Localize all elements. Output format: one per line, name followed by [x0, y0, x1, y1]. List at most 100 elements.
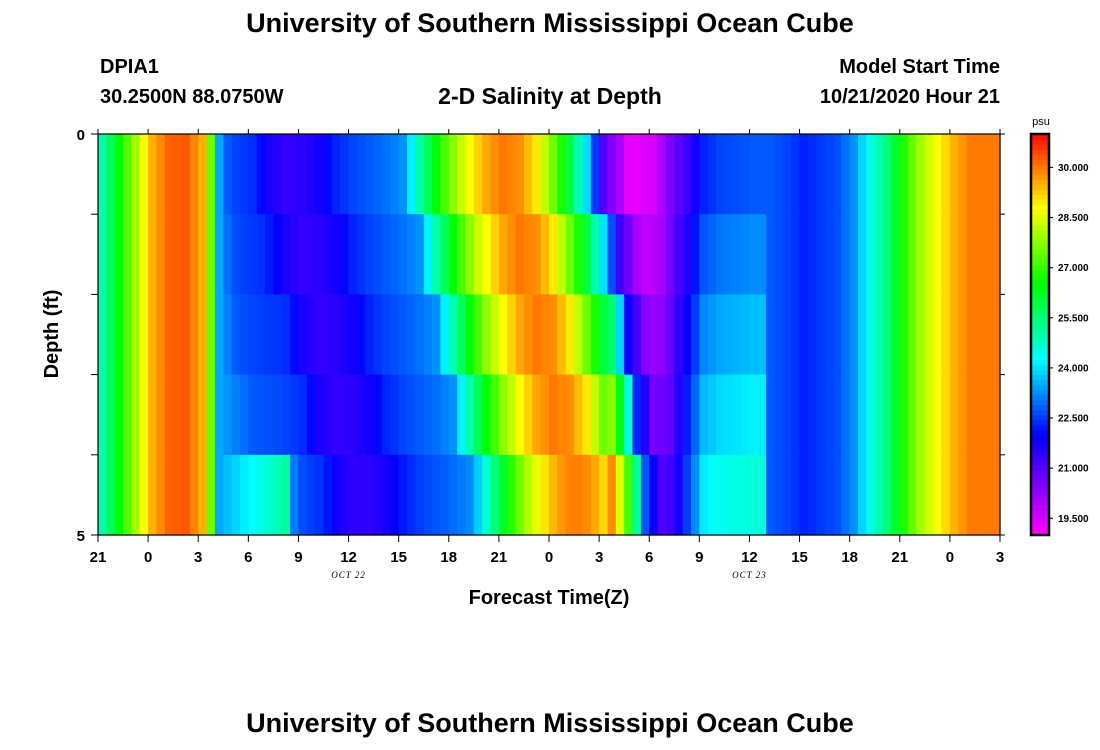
colorbar-swatch	[1031, 149, 1049, 155]
heatmap-cell	[231, 134, 241, 215]
heatmap-cell	[173, 134, 183, 215]
colorbar-swatch	[1031, 204, 1049, 210]
heatmap-cell	[265, 134, 274, 215]
heatmap-cell	[565, 214, 575, 295]
heatmap-cell	[732, 214, 742, 295]
heatmap-cell	[340, 294, 350, 376]
heatmap-cell	[448, 214, 458, 295]
heatmap-cell	[507, 214, 517, 295]
heatmap-cell	[331, 374, 341, 456]
heatmap-cell	[707, 374, 717, 456]
colorbar-swatch	[1031, 199, 1049, 205]
heatmap-cell	[858, 294, 867, 376]
heatmap-cell	[707, 214, 717, 295]
heatmap-cell	[799, 214, 809, 295]
heatmap-cell	[958, 454, 968, 536]
heatmap-cell	[340, 214, 350, 295]
heatmap-cell	[515, 134, 525, 215]
heatmap-cell	[807, 214, 817, 295]
heatmap-cell	[532, 134, 542, 215]
heatmap-cell	[223, 374, 233, 456]
heatmap-cell	[281, 214, 291, 295]
heatmap-cell	[899, 454, 909, 536]
heatmap-cell	[640, 374, 650, 456]
heatmap-cell	[114, 134, 124, 215]
heatmap-cell	[390, 214, 400, 295]
heatmap-cell	[256, 454, 266, 536]
heatmap-cell	[632, 374, 642, 456]
heatmap-cell	[432, 454, 442, 536]
heatmap-cell	[858, 454, 867, 536]
heatmap-cell	[465, 454, 475, 536]
heatmap-cell	[440, 134, 450, 215]
heatmap-cell	[590, 374, 600, 456]
heatmap-cell	[256, 214, 266, 295]
heatmap-cell	[858, 374, 867, 456]
colorbar-swatch	[1031, 439, 1049, 446]
heatmap-cell	[849, 294, 859, 376]
heatmap-cell	[457, 454, 467, 536]
colorbar-swatch	[1031, 209, 1049, 215]
heatmap-cell	[874, 214, 884, 295]
heatmap-cell	[574, 134, 584, 215]
heatmap-cell	[381, 454, 391, 536]
heatmap-cell	[916, 134, 926, 215]
heatmap-cell	[866, 454, 876, 536]
heatmap-cell	[807, 374, 817, 456]
heatmap-cell	[949, 374, 959, 456]
heatmap-cell	[974, 134, 984, 215]
x-tick-label: 21	[491, 549, 508, 566]
heatmap-cell	[615, 454, 625, 536]
heatmap-cell	[189, 294, 199, 376]
heatmap-cell	[916, 454, 926, 536]
heatmap-cell	[198, 374, 208, 456]
heatmap-cell	[139, 214, 149, 295]
heatmap-cell	[816, 214, 826, 295]
heatmap-cell	[407, 374, 416, 456]
x-date-label: OCT 22	[331, 570, 366, 580]
colorbar-swatch	[1031, 214, 1049, 220]
colorbar-swatch	[1031, 279, 1049, 285]
heatmap-cell	[924, 294, 934, 376]
heatmap-cell	[540, 294, 550, 376]
heatmap-cell	[365, 454, 375, 536]
heatmap-cells	[98, 134, 1001, 536]
heatmap-cell	[181, 454, 191, 536]
heatmap-cell	[415, 454, 425, 536]
heatmap-cell	[991, 294, 1001, 376]
heatmap-cell	[290, 134, 300, 215]
heatmap-cell	[766, 214, 776, 295]
heatmap-cell	[549, 374, 558, 456]
heatmap-cell	[741, 454, 751, 536]
heatmap-cell	[924, 214, 934, 295]
heatmap-cell	[523, 374, 533, 456]
colorbar-swatch	[1031, 274, 1049, 280]
x-tick-label: 3	[996, 549, 1004, 566]
heatmap-cell	[557, 134, 567, 215]
heatmap-cell	[515, 214, 525, 295]
heatmap-cell	[356, 214, 366, 295]
heatmap-cell	[607, 294, 617, 376]
heatmap-cell	[774, 294, 784, 376]
heatmap-cell	[690, 134, 700, 215]
colorbar-swatch	[1031, 509, 1049, 516]
colorbar-swatch	[1031, 139, 1049, 145]
x-tick-label: 12	[340, 549, 357, 566]
heatmap-cell	[256, 374, 266, 456]
colorbar-swatch	[1031, 229, 1049, 235]
heatmap-cell	[123, 294, 133, 376]
heatmap-cell	[799, 454, 809, 536]
heatmap-cell	[123, 374, 133, 456]
heatmap-cell	[866, 374, 876, 456]
heatmap-cell	[624, 374, 634, 456]
heatmap-cell	[407, 214, 416, 295]
x-tick-label: 15	[791, 549, 808, 566]
heatmap-cell	[824, 134, 834, 215]
heatmap-cell	[782, 214, 792, 295]
heatmap-cell	[891, 134, 901, 215]
station-coordinates: 30.2500N 88.0750W	[100, 86, 284, 108]
heatmap-cell	[256, 294, 266, 376]
heatmap-cell	[690, 454, 700, 536]
heatmap-cell	[348, 214, 358, 295]
colorbar-swatch	[1031, 374, 1049, 381]
